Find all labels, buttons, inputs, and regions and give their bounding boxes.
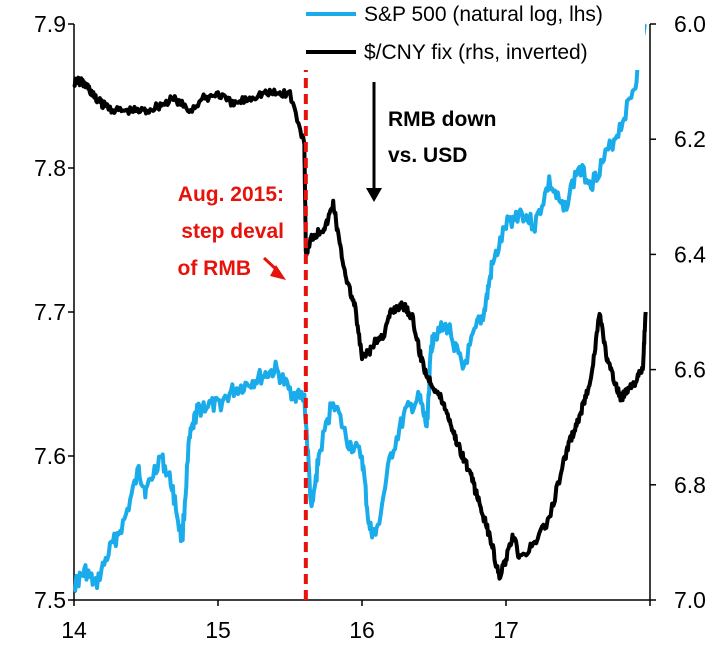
- right-tick-label: 6.2: [674, 126, 706, 152]
- cny-series-line: [72, 75, 648, 581]
- sp500-series-line: [72, 22, 648, 594]
- left-tick-label: 7.7: [34, 299, 66, 325]
- left-tick-label: 7.6: [34, 443, 66, 469]
- legend-background: [300, 2, 645, 70]
- left-tick-label: 7.5: [34, 587, 66, 613]
- rmb-annotation: RMB down vs. USD: [366, 82, 496, 202]
- right-tick-label: 6.8: [674, 472, 706, 498]
- right-tick-label: 6.4: [674, 241, 706, 267]
- rmb-annotation-line2: vs. USD: [388, 144, 467, 167]
- deval-annotation-line1: Aug. 2015:: [178, 183, 284, 206]
- rmb-annotation-line1: RMB down: [388, 108, 496, 131]
- x-ticks: 14 15 16 17: [61, 600, 651, 643]
- legend-label-sp500: S&P 500 (natural log, lhs): [364, 3, 603, 26]
- legend-label-cny: $/CNY fix (rhs, inverted): [364, 41, 588, 64]
- x-tick-label: 15: [205, 617, 231, 643]
- right-tick-label: 7.0: [674, 587, 706, 613]
- deval-annotation-line3: of RMB: [178, 257, 251, 280]
- left-tick-label: 7.9: [34, 11, 66, 37]
- right-ticks: 6.0 6.2 6.4 6.6 6.8 7.0: [650, 11, 706, 613]
- down-arrow-icon: [366, 188, 382, 202]
- left-tick-label: 7.8: [34, 155, 66, 181]
- x-tick-label: 14: [61, 617, 87, 643]
- deval-arrow-icon: [270, 265, 286, 280]
- deval-annotation: Aug. 2015: step deval of RMB: [178, 183, 286, 280]
- x-tick-label: 17: [493, 617, 519, 643]
- x-tick-label: 16: [349, 617, 375, 643]
- left-ticks: 7.5 7.6 7.7 7.8 7.9: [34, 11, 74, 613]
- right-tick-label: 6.0: [674, 11, 706, 37]
- right-tick-label: 6.6: [674, 357, 706, 383]
- deval-annotation-line2: step deval: [181, 220, 284, 243]
- legend: S&P 500 (natural log, lhs) $/CNY fix (rh…: [300, 2, 645, 70]
